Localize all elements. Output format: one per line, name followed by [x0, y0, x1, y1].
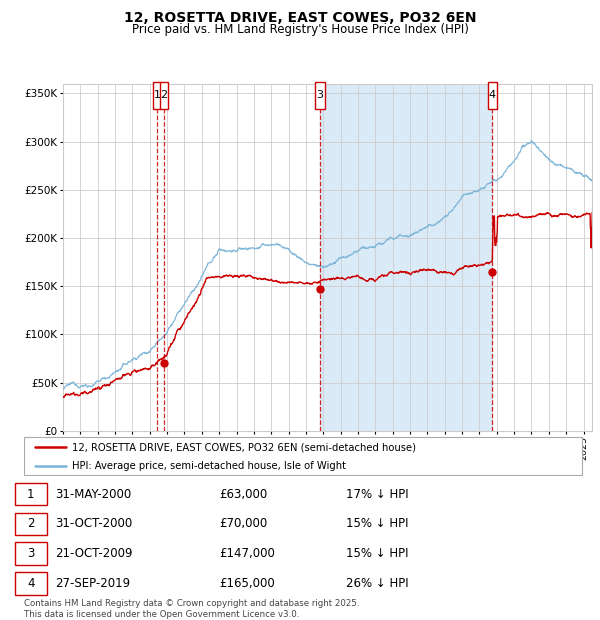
Text: £70,000: £70,000 [220, 518, 268, 530]
Text: 2: 2 [161, 91, 168, 100]
FancyBboxPatch shape [315, 82, 325, 108]
Text: 31-MAY-2000: 31-MAY-2000 [55, 488, 131, 500]
Text: 3: 3 [27, 547, 34, 560]
Bar [320, 84, 493, 431]
Text: 12, ROSETTA DRIVE, EAST COWES, PO32 6EN: 12, ROSETTA DRIVE, EAST COWES, PO32 6EN [124, 11, 476, 25]
FancyBboxPatch shape [15, 542, 47, 565]
Text: 17% ↓ HPI: 17% ↓ HPI [346, 488, 409, 500]
FancyBboxPatch shape [15, 483, 47, 505]
Text: HPI: Average price, semi-detached house, Isle of Wight: HPI: Average price, semi-detached house,… [72, 461, 346, 471]
Text: £63,000: £63,000 [220, 488, 268, 500]
FancyBboxPatch shape [488, 82, 497, 108]
FancyBboxPatch shape [24, 436, 583, 476]
Text: Contains HM Land Registry data © Crown copyright and database right 2025.
This d: Contains HM Land Registry data © Crown c… [24, 600, 359, 619]
FancyBboxPatch shape [15, 572, 47, 595]
Text: 12, ROSETTA DRIVE, EAST COWES, PO32 6EN (semi-detached house): 12, ROSETTA DRIVE, EAST COWES, PO32 6EN … [72, 442, 416, 452]
Text: 31-OCT-2000: 31-OCT-2000 [55, 518, 133, 530]
Text: £147,000: £147,000 [220, 547, 275, 560]
Text: 27-SEP-2019: 27-SEP-2019 [55, 577, 130, 590]
Text: 2: 2 [27, 518, 34, 530]
Text: £165,000: £165,000 [220, 577, 275, 590]
FancyBboxPatch shape [153, 82, 161, 108]
Text: 4: 4 [489, 91, 496, 100]
Text: 26% ↓ HPI: 26% ↓ HPI [346, 577, 409, 590]
FancyBboxPatch shape [15, 513, 47, 535]
Text: 1: 1 [27, 488, 34, 500]
FancyBboxPatch shape [160, 82, 169, 108]
Text: Price paid vs. HM Land Registry's House Price Index (HPI): Price paid vs. HM Land Registry's House … [131, 23, 469, 36]
Text: 15% ↓ HPI: 15% ↓ HPI [346, 518, 409, 530]
Text: 3: 3 [316, 91, 323, 100]
Text: 15% ↓ HPI: 15% ↓ HPI [346, 547, 409, 560]
Text: 1: 1 [154, 91, 161, 100]
Text: 4: 4 [27, 577, 34, 590]
Text: 21-OCT-2009: 21-OCT-2009 [55, 547, 133, 560]
